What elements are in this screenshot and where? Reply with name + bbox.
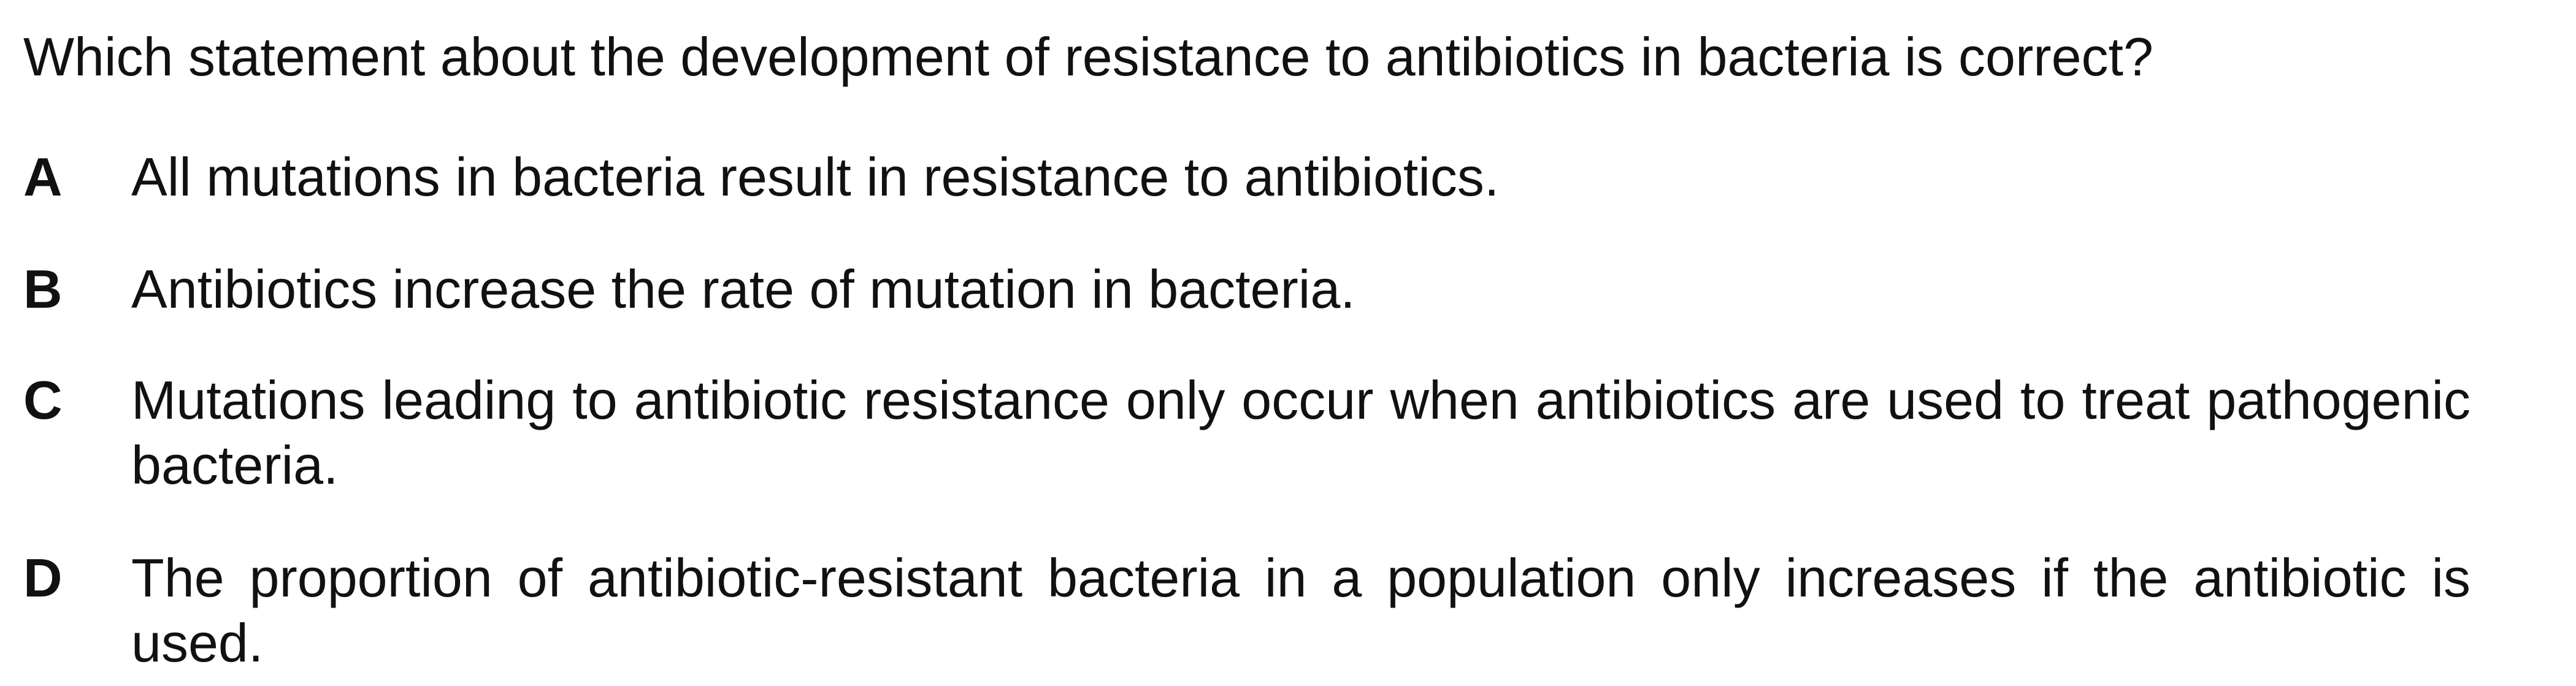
option-letter: B — [23, 259, 63, 319]
option-letter: C — [23, 370, 63, 430]
option-d: D The proportion of antibiotic-resistant… — [23, 546, 2471, 676]
option-letter: D — [23, 547, 63, 608]
option-text: The proportion of antibiotic-resistant b… — [131, 547, 2471, 673]
option-text: Mutations leading to antibiotic resistan… — [131, 370, 2471, 495]
option-letter: A — [23, 147, 63, 207]
option-text: Antibiotics increase the rate of mutatio… — [131, 259, 1355, 319]
option-c: C Mutations leading to antibiotic resist… — [23, 368, 2471, 498]
option-a: A All mutations in bacteria result in re… — [23, 145, 2471, 210]
question-stem: Which statement about the development of… — [23, 26, 2153, 87]
option-b: B Antibiotics increase the rate of mutat… — [23, 257, 2471, 322]
option-text: All mutations in bacteria result in resi… — [131, 147, 1500, 207]
